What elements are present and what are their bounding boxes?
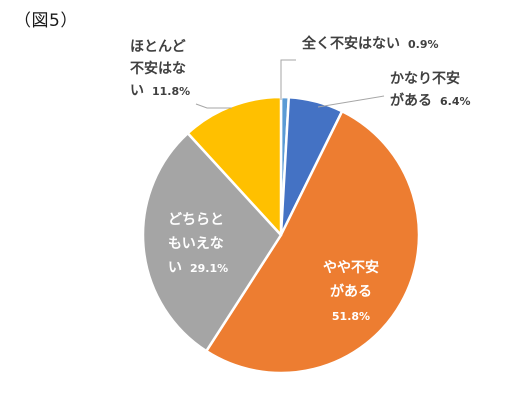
slice-category-text: い	[168, 260, 182, 276]
slice-category-text: 不安はな	[130, 60, 186, 77]
leader-line	[280, 59, 296, 100]
slice-label: ほとんど不安はない 11.8%	[130, 39, 190, 99]
slice-labels: 全く不安はない 0.9%かなり不安がある 6.4%やや不安がある 51.8%どちらとも…	[130, 35, 471, 323]
slice-category-text: ほとんど	[130, 39, 186, 55]
slice-value-label: 6.4%	[440, 95, 471, 108]
slice-category-text: い	[130, 83, 144, 99]
slice-category-text: もいえな	[168, 236, 224, 252]
slice-category-text: かなり不安	[390, 70, 460, 87]
figure-label: （図5）	[14, 11, 78, 31]
slice-category-text: がある	[330, 283, 372, 300]
pie-slice	[205, 110, 421, 375]
slice-value-label: 29.1%	[190, 262, 228, 275]
slice-label: かなり不安がある 6.4%	[390, 70, 471, 109]
slice-value-label: 11.8%	[152, 85, 190, 98]
leader-line	[317, 95, 385, 108]
pie-slice	[186, 95, 283, 237]
leader-lines	[195, 59, 385, 109]
slice-category-text: 全く不安はない	[301, 35, 400, 52]
leader-line	[195, 103, 232, 109]
pie-slice	[141, 131, 283, 353]
slice-value-label: 0.9%	[408, 38, 439, 51]
slice-category-text: どちらと	[168, 212, 224, 228]
slice-label: 全く不安はない 0.9%	[301, 35, 439, 52]
slice-category-text: がある	[390, 92, 432, 109]
slice-label: やや不安がある 51.8%	[323, 259, 379, 323]
slice-value-label: 51.8%	[332, 310, 370, 323]
slice-label: どちらともいえない 29.1%	[168, 212, 228, 276]
pie-slices	[141, 95, 421, 375]
slice-category-text: やや不安	[323, 259, 379, 276]
